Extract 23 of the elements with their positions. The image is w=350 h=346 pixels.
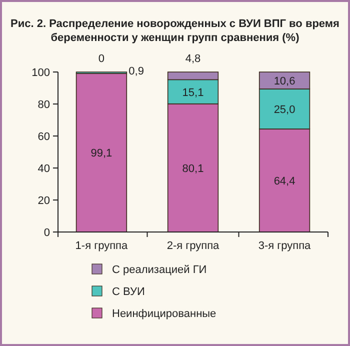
data-label: 99,1 — [90, 148, 112, 160]
legend-label: С ВУИ — [112, 286, 145, 298]
legend-label: С реализацией ГИ — [112, 264, 207, 276]
y-tick-label: 20 — [38, 195, 50, 207]
data-label: 64,4 — [274, 175, 296, 188]
y-tick-label: 0 — [44, 227, 50, 239]
x-tick-label: 1-я группа — [75, 240, 129, 252]
x-tick-label: 2-я группа — [166, 240, 220, 252]
data-label: 0 — [98, 53, 105, 65]
chart-title: Рис. 2. Распределение новорожденных с ВУИ ВПГ во время беременности у женщин групп сравнения (%) — [10, 18, 340, 44]
data-label: 80,1 — [182, 162, 204, 175]
data-label: 10,6 — [274, 75, 296, 88]
x-tick-label: 3-я группа — [258, 240, 312, 252]
legend-label: Неинфицированные — [112, 308, 216, 320]
y-tick-label: 80 — [38, 99, 50, 111]
y-tick-label: 40 — [38, 163, 50, 175]
data-label: 4,8 — [185, 53, 201, 65]
data-label: 0,9 — [128, 66, 144, 78]
y-tick-label: 60 — [38, 131, 50, 143]
bar — [76, 73, 128, 232]
data-label: 25,0 — [274, 104, 296, 116]
data-label: 15,1 — [182, 86, 204, 99]
y-tick-label: 100 — [32, 67, 50, 79]
